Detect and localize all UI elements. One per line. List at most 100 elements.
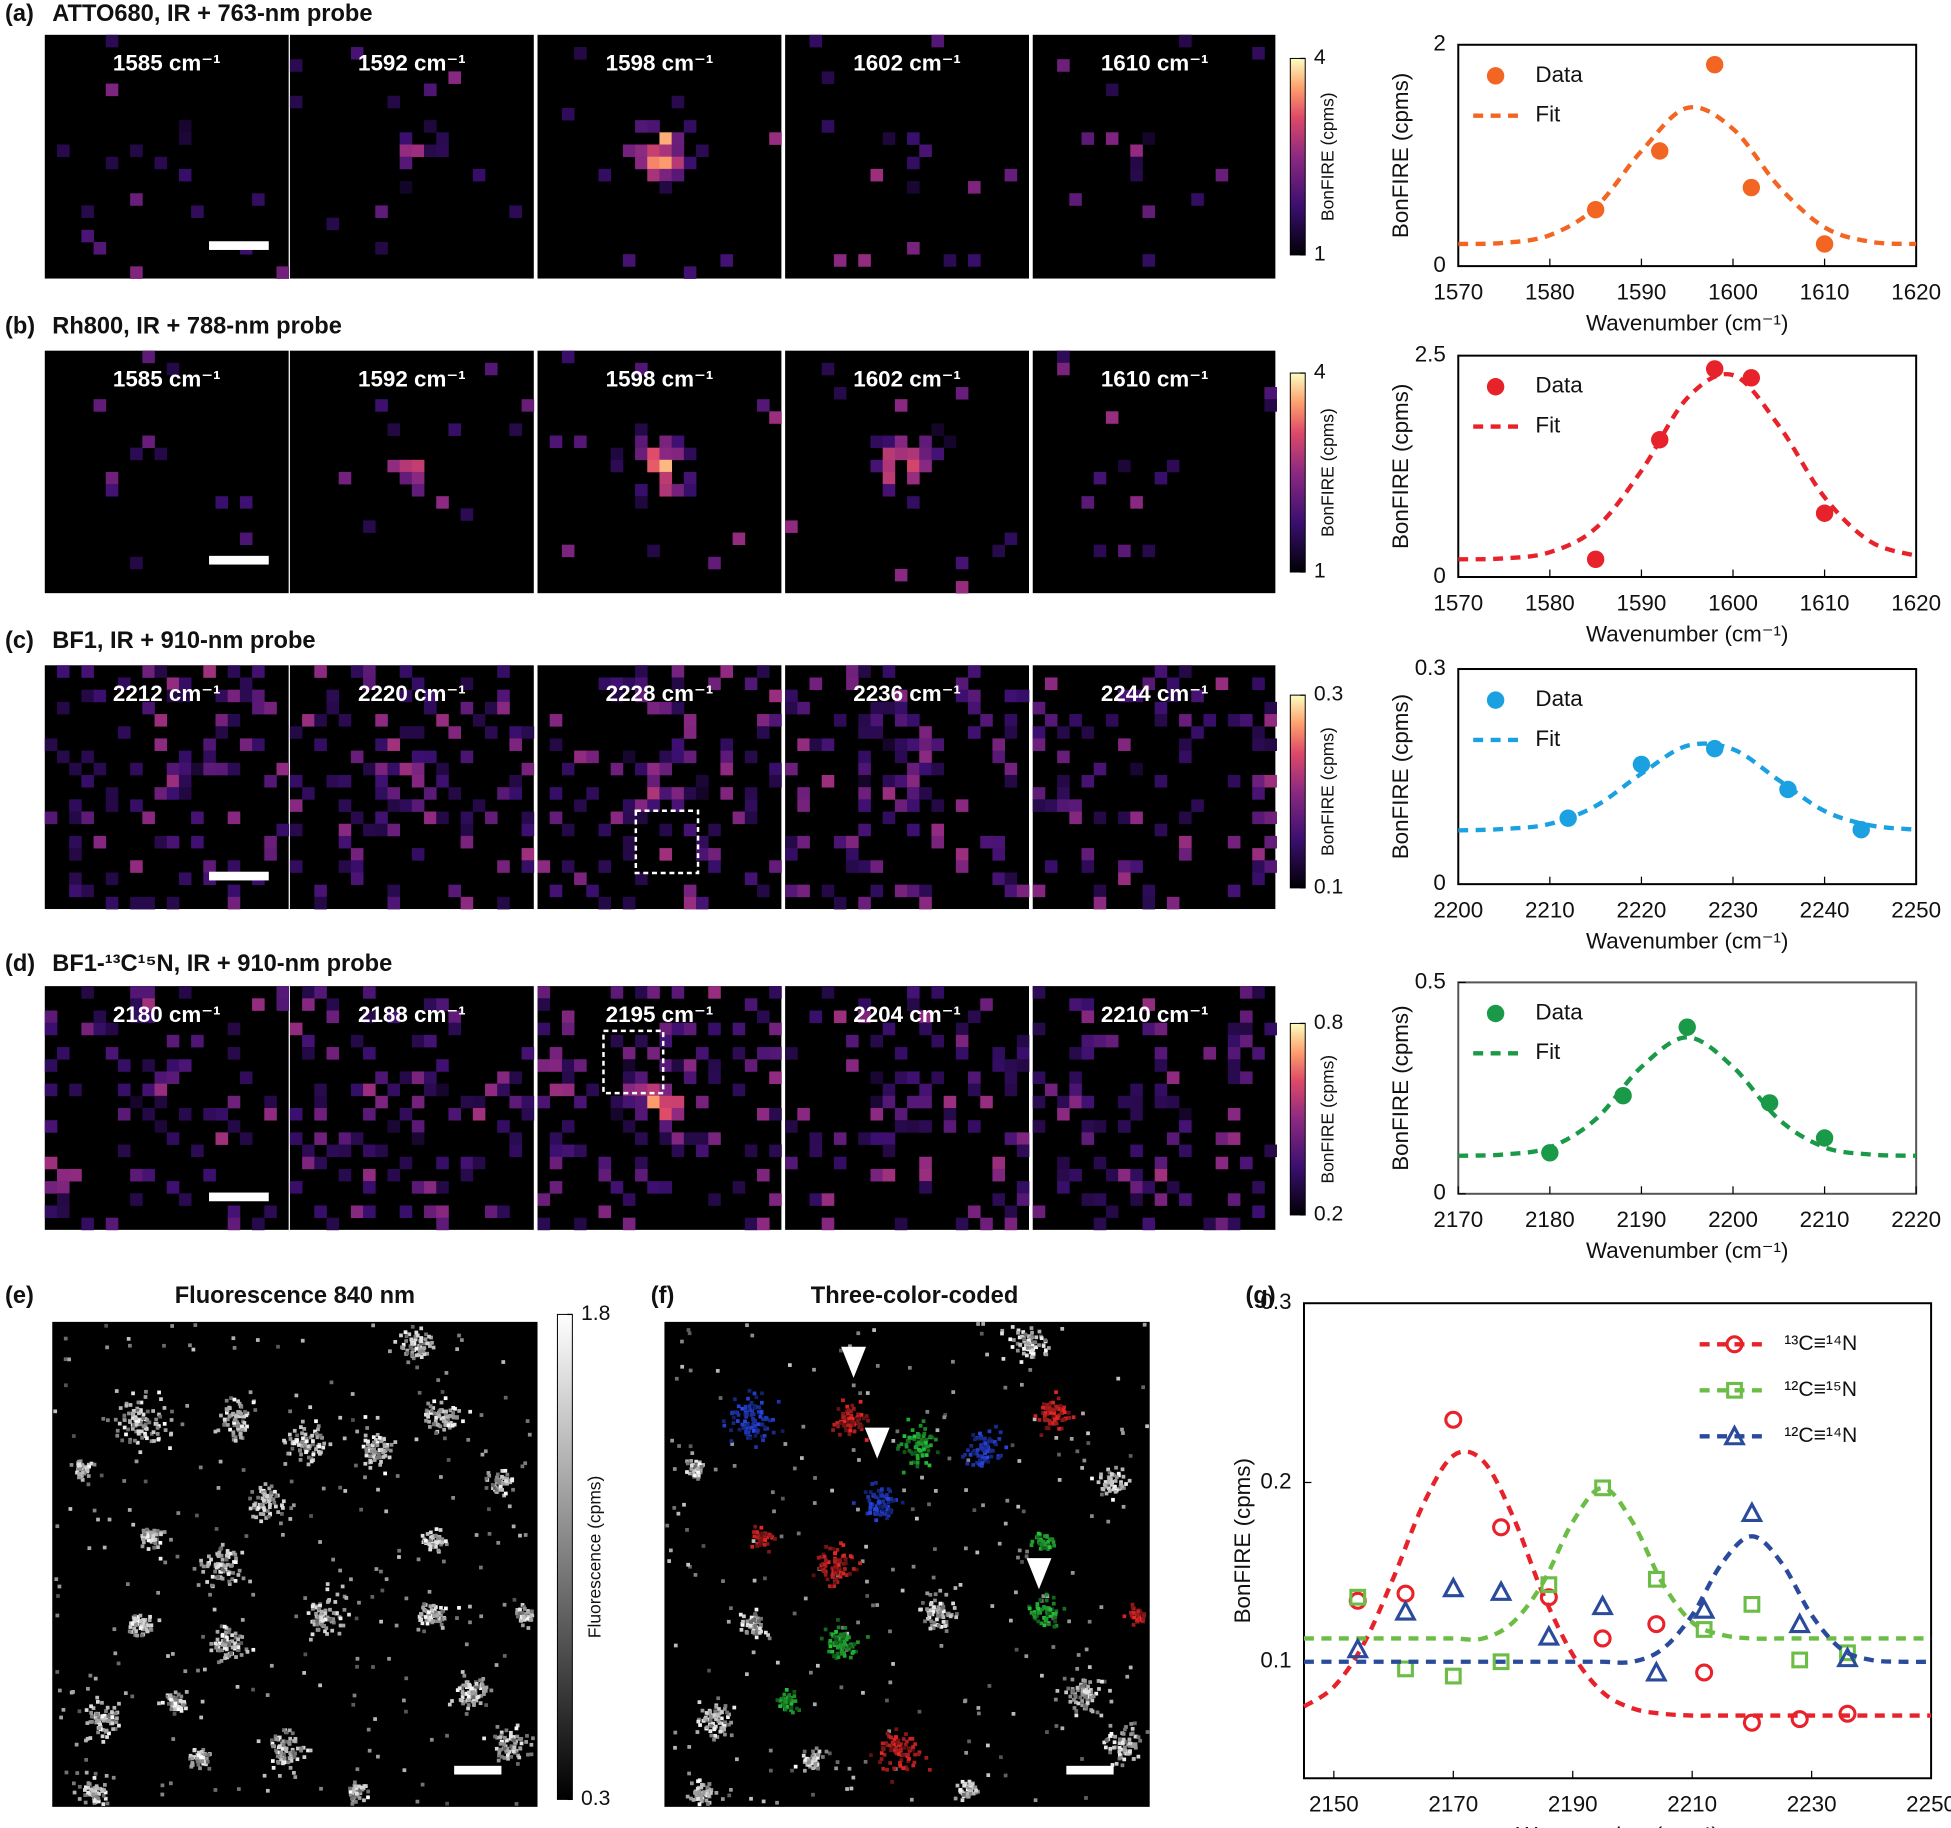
- spot-pixel: [167, 1702, 171, 1706]
- spot-pixel: [834, 1577, 838, 1581]
- heatmap-pixel: [1094, 1120, 1107, 1133]
- spot-pixel: [962, 1784, 966, 1788]
- heatmap-pixel: [992, 872, 1005, 885]
- spot-pixel: [251, 1648, 255, 1652]
- spot-pixel: [240, 1428, 244, 1432]
- heatmap-pixel: [155, 738, 168, 751]
- speckle: [430, 1738, 434, 1742]
- heatmap-pixel: [94, 399, 107, 411]
- speckle: [259, 1486, 263, 1490]
- heatmap-pixel: [412, 751, 425, 764]
- scale-bar: [454, 1766, 501, 1775]
- heatmap-pixel: [412, 763, 425, 776]
- speckle: [421, 1783, 425, 1787]
- speckle: [439, 1475, 443, 1479]
- spot-pixel: [1038, 1418, 1042, 1422]
- heatmap-pixel: [846, 848, 859, 861]
- spot-pixel: [867, 1499, 871, 1503]
- heatmap-pixel: [635, 484, 648, 496]
- speckle: [780, 1535, 784, 1539]
- heatmap-pixel: [635, 986, 648, 999]
- spot-pixel: [530, 1609, 534, 1613]
- heatmap-pixel: [883, 472, 896, 484]
- spot-pixel: [852, 1567, 856, 1571]
- spot-pixel: [96, 1730, 100, 1734]
- spot-pixel: [339, 1617, 343, 1621]
- heatmap-pixel: [290, 1132, 303, 1145]
- heatmap-pixel: [326, 690, 339, 703]
- heatmap-pixel: [810, 1145, 823, 1158]
- heatmap-pixel: [1057, 775, 1070, 788]
- spot-pixel: [1040, 1433, 1044, 1437]
- heatmap-pixel: [45, 1205, 58, 1218]
- speckle: [152, 1546, 156, 1550]
- spot-pixel: [426, 1622, 430, 1626]
- spot-pixel: [436, 1613, 440, 1617]
- spot-pixel: [78, 1467, 82, 1471]
- speckle: [1086, 1431, 1090, 1435]
- heatmap-pixel: [375, 1145, 388, 1158]
- spot-pixel: [846, 1412, 850, 1416]
- speckle: [213, 1608, 217, 1612]
- heatmap-pixel: [130, 448, 143, 460]
- speckle: [203, 1668, 207, 1672]
- heatmap-pixel: [684, 472, 697, 484]
- marker: [1816, 235, 1833, 252]
- heatmap-pixel: [1057, 1096, 1070, 1109]
- spot-pixel: [761, 1417, 765, 1421]
- heatmap-pixel: [635, 1096, 648, 1109]
- heatmap-pixel: [870, 1169, 883, 1182]
- heatmap-pixel: [672, 448, 685, 460]
- heatmap-pixel: [810, 738, 823, 751]
- speckle: [871, 1603, 875, 1607]
- y-axis-label: BonFIRE (cpms): [1388, 694, 1413, 859]
- spot-pixel: [142, 1424, 146, 1428]
- spot-pixel: [87, 1482, 91, 1486]
- spot-pixel: [832, 1423, 836, 1427]
- heatmap-pixel: [1252, 677, 1265, 690]
- speckle: [729, 1788, 733, 1792]
- spot-pixel: [698, 1802, 702, 1806]
- spot-pixel: [1031, 1540, 1035, 1544]
- spot-pixel: [1064, 1690, 1068, 1694]
- spot-pixel: [368, 1454, 372, 1458]
- heatmap-pixel: [118, 1108, 131, 1121]
- spot-pixel: [442, 1416, 446, 1420]
- speckle: [468, 1620, 472, 1624]
- heatmap-pixel: [870, 1108, 883, 1121]
- spot-pixel: [715, 1791, 719, 1795]
- heatmap-pixel: [720, 763, 733, 776]
- speckle: [349, 1577, 353, 1581]
- heatmap-pixel: [276, 763, 289, 776]
- heatmap-pixel: [757, 1218, 770, 1231]
- speckle: [225, 1399, 229, 1403]
- speckle: [1099, 1714, 1103, 1718]
- spot-pixel: [451, 1424, 455, 1428]
- colorbar-label: BonFIRE (cpms): [1317, 408, 1337, 537]
- heatmap-pixel: [810, 1193, 823, 1206]
- heatmap-pixel: [822, 738, 835, 751]
- spot-pixel: [754, 1434, 758, 1438]
- spot-pixel: [1037, 1611, 1041, 1615]
- spot-pixel: [850, 1404, 854, 1408]
- spot-pixel: [987, 1440, 991, 1444]
- speckle: [812, 1368, 816, 1372]
- heatmap-pixel: [919, 1084, 932, 1097]
- spot-pixel: [788, 1697, 792, 1701]
- heatmap-pixel: [907, 986, 920, 999]
- spot-pixel: [531, 1736, 535, 1740]
- spot-pixel: [89, 1704, 93, 1708]
- spot-pixel: [792, 1690, 796, 1694]
- heatmap-pixel: [167, 1059, 180, 1072]
- spot-pixel: [961, 1780, 965, 1784]
- spot-pixel: [221, 1568, 225, 1572]
- spot-pixel: [1108, 1747, 1112, 1751]
- spot-pixel: [1028, 1607, 1032, 1611]
- heatmap-pixel: [647, 1047, 660, 1060]
- spot-pixel: [712, 1727, 716, 1731]
- speckle: [64, 1357, 68, 1361]
- speckle: [281, 1533, 285, 1537]
- spot-pixel: [1047, 1622, 1051, 1626]
- spot-pixel: [1073, 1706, 1077, 1710]
- spot-pixel: [699, 1465, 703, 1469]
